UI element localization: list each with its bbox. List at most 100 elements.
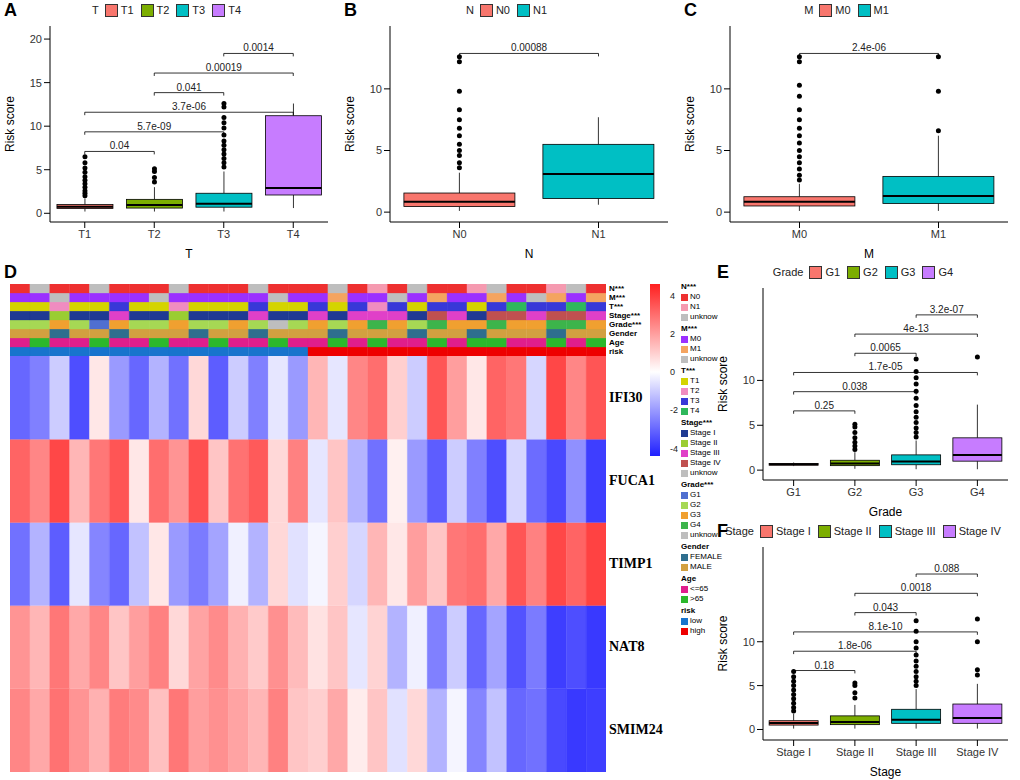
html-text:FUCA1: FUCA1 bbox=[609, 472, 655, 488]
html-text:C: C bbox=[684, 0, 697, 20]
html-text:B: B bbox=[344, 0, 357, 20]
svg-text:0.041: 0.041 bbox=[176, 82, 201, 93]
svg-text:0.18: 0.18 bbox=[815, 660, 835, 671]
svg-text:0.00088: 0.00088 bbox=[511, 42, 548, 53]
svg-text:5: 5 bbox=[36, 164, 42, 176]
html-text:A: A bbox=[4, 0, 17, 20]
svg-text:1.7e-05: 1.7e-05 bbox=[869, 361, 903, 372]
svg-text:Risk score: Risk score bbox=[716, 356, 730, 412]
svg-text:N0: N0 bbox=[452, 228, 466, 240]
svg-text:T: T bbox=[185, 247, 193, 261]
svg-text:0: 0 bbox=[670, 367, 675, 377]
svg-text:G1: G1 bbox=[786, 486, 801, 498]
svg-text:0.0018: 0.0018 bbox=[901, 582, 932, 593]
svg-text:5: 5 bbox=[376, 144, 382, 156]
html-text:T3: T3 bbox=[192, 4, 206, 16]
svg-text:5: 5 bbox=[716, 144, 722, 156]
svg-text:8.1e-10: 8.1e-10 bbox=[869, 621, 903, 632]
svg-text:2: 2 bbox=[670, 329, 675, 339]
svg-text:2.4e-06: 2.4e-06 bbox=[852, 42, 886, 53]
svg-text:-4: -4 bbox=[670, 444, 678, 454]
html-text:G4: G4 bbox=[938, 266, 954, 278]
svg-text:Stage: Stage bbox=[870, 765, 902, 779]
svg-text:0: 0 bbox=[36, 207, 42, 219]
svg-text:T1: T1 bbox=[78, 228, 91, 240]
svg-text:3.7e-06: 3.7e-06 bbox=[172, 101, 206, 112]
svg-text:10: 10 bbox=[743, 636, 755, 648]
html-text:TIMP1: TIMP1 bbox=[609, 556, 653, 571]
html-text:IFI30: IFI30 bbox=[609, 389, 643, 405]
svg-text:4e-13: 4e-13 bbox=[903, 323, 929, 334]
svg-text:0.00019: 0.00019 bbox=[206, 62, 243, 73]
html-text:Grade: Grade bbox=[772, 266, 804, 278]
svg-text:20: 20 bbox=[30, 33, 42, 45]
svg-text:N: N bbox=[525, 247, 534, 261]
svg-text:0: 0 bbox=[716, 206, 722, 218]
html-text:T2: T2 bbox=[156, 4, 170, 16]
html-text:M1: M1 bbox=[873, 4, 889, 16]
html-text:D: D bbox=[4, 262, 17, 282]
svg-text:T3: T3 bbox=[217, 228, 230, 240]
svg-text:0.0065: 0.0065 bbox=[870, 342, 901, 353]
svg-text:-2: -2 bbox=[670, 405, 678, 415]
html-text:M***: M*** bbox=[609, 293, 625, 302]
svg-text:10: 10 bbox=[743, 374, 755, 386]
html-text:E: E bbox=[717, 262, 729, 282]
svg-text:Stage II: Stage II bbox=[836, 746, 874, 758]
svg-text:Stage I: Stage I bbox=[776, 746, 811, 758]
html-text:G1: G1 bbox=[825, 266, 841, 278]
svg-text:Risk score: Risk score bbox=[8, 96, 17, 152]
svg-text:3.2e-07: 3.2e-07 bbox=[930, 304, 964, 315]
svg-text:N1: N1 bbox=[591, 228, 605, 240]
svg-text:0.038: 0.038 bbox=[842, 381, 867, 392]
html-text:M0: M0 bbox=[835, 4, 851, 16]
html-text:G3: G3 bbox=[900, 266, 916, 278]
svg-text:5: 5 bbox=[749, 680, 755, 692]
svg-text:G3: G3 bbox=[909, 486, 924, 498]
svg-text:0: 0 bbox=[749, 464, 755, 476]
svg-text:5: 5 bbox=[749, 419, 755, 431]
html-text:T4: T4 bbox=[228, 4, 241, 16]
html-text:Stage I: Stage I bbox=[775, 525, 811, 537]
html-text:Stage: Stage bbox=[725, 525, 754, 537]
svg-text:10: 10 bbox=[370, 83, 382, 95]
svg-text:Stage IV: Stage IV bbox=[956, 746, 999, 758]
svg-text:Stage III: Stage III bbox=[896, 746, 937, 758]
svg-text:1.8e-06: 1.8e-06 bbox=[838, 640, 872, 651]
svg-text:0: 0 bbox=[749, 723, 755, 735]
svg-text:M1: M1 bbox=[931, 228, 946, 240]
html-text:N***: N*** bbox=[609, 284, 625, 293]
html-text:SMIM24: SMIM24 bbox=[609, 722, 663, 738]
html-text:Stage IV: Stage IV bbox=[958, 525, 1001, 537]
svg-text:T4: T4 bbox=[287, 228, 300, 240]
html-text:G2: G2 bbox=[863, 266, 878, 278]
html-text:M: M bbox=[804, 4, 814, 16]
svg-text:M0: M0 bbox=[792, 228, 807, 240]
svg-text:T2: T2 bbox=[148, 228, 161, 240]
html-text:Stage II: Stage II bbox=[833, 525, 872, 537]
svg-text:10: 10 bbox=[710, 83, 722, 95]
svg-text:0.088: 0.088 bbox=[934, 563, 959, 574]
svg-text:Grade: Grade bbox=[869, 505, 903, 519]
svg-text:15: 15 bbox=[30, 77, 42, 89]
svg-text:10: 10 bbox=[30, 120, 42, 132]
svg-text:0.0014: 0.0014 bbox=[243, 42, 274, 53]
html-text:N1: N1 bbox=[533, 4, 547, 16]
svg-text:0: 0 bbox=[376, 206, 382, 218]
svg-text:5.7e-09: 5.7e-09 bbox=[137, 121, 171, 132]
svg-text:G4: G4 bbox=[970, 486, 985, 498]
svg-text:0.04: 0.04 bbox=[110, 140, 130, 151]
svg-text:M: M bbox=[864, 247, 874, 261]
svg-text:Risk score: Risk score bbox=[343, 96, 357, 152]
svg-text:Risk score: Risk score bbox=[716, 615, 730, 671]
svg-text:0.25: 0.25 bbox=[815, 400, 835, 411]
html-text:N0: N0 bbox=[495, 4, 510, 16]
svg-text:G2: G2 bbox=[848, 486, 863, 498]
svg-text:0.043: 0.043 bbox=[873, 602, 898, 613]
html-text:F: F bbox=[717, 521, 728, 541]
html-text:NAT8: NAT8 bbox=[609, 639, 645, 655]
svg-text:4: 4 bbox=[670, 291, 675, 301]
html-text:T1: T1 bbox=[120, 4, 134, 16]
html-text:Stage III: Stage III bbox=[894, 525, 936, 537]
svg-text:Risk score: Risk score bbox=[683, 96, 697, 152]
